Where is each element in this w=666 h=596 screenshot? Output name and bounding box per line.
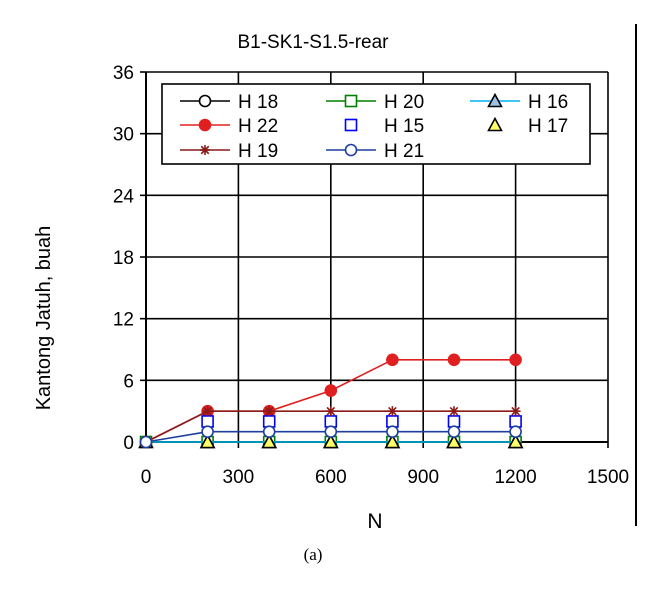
series-h15-point [262, 415, 276, 428]
x-tick-label: 900 [407, 467, 439, 488]
tick-labels: 0 6 12 18 24 30 36 0 300 600 900 1200 1500 [113, 63, 629, 488]
legend-swatch-marker [198, 118, 212, 132]
legend-swatch-marker [344, 118, 358, 132]
legend-swatch-marker [198, 94, 212, 108]
legend-item-h15: H 15 [344, 116, 424, 137]
star-stroke [200, 145, 210, 155]
series-h21-point [447, 425, 461, 439]
series-h21-point [262, 425, 276, 439]
series-h19-point [325, 406, 336, 417]
legend-item-h22: H 22 [180, 116, 278, 137]
y-tick-label: 18 [113, 248, 134, 269]
legend: H 18 H 20 H 16 H 22 H 15 H 17 H 19 H 21 [161, 83, 591, 165]
series-h17-point [384, 433, 401, 449]
series-h17-point [199, 433, 216, 449]
y-tick-label: 6 [123, 371, 134, 392]
y-tick-label: 0 [123, 433, 134, 454]
series-layer [138, 353, 524, 449]
x-tick-label: 1500 [587, 467, 629, 488]
series-h21 [139, 425, 522, 449]
x-tick-label: 600 [315, 467, 347, 488]
legend-swatch-marker [344, 94, 358, 108]
series-h15-point [201, 415, 214, 428]
series-h17-point [261, 433, 278, 449]
star-stroke [326, 406, 336, 416]
series-h21-point [201, 425, 214, 439]
x-tick-label: 1200 [494, 467, 536, 488]
series-h19-point [387, 406, 398, 417]
y-tick-label: 12 [113, 310, 134, 331]
series-h21-point [509, 425, 522, 439]
legend-label: H 18 [238, 92, 278, 113]
legend-swatch-marker [344, 143, 358, 157]
legend-label: H 21 [384, 141, 424, 162]
y-tick-label: 24 [113, 186, 135, 207]
star-stroke [449, 406, 459, 416]
series-h15-point [509, 415, 522, 428]
series-h17-point [322, 433, 339, 449]
series-h15-point [386, 415, 399, 428]
star-stroke [203, 406, 212, 416]
series-h19-point [202, 406, 213, 417]
legend-swatch-marker [487, 92, 503, 108]
chart-title: B1-SK1-S1.5-rear [237, 32, 389, 53]
series-h15-point [447, 415, 461, 428]
series-h15-point [324, 415, 338, 428]
legend-item-h19: H 19 [180, 141, 278, 162]
series-h21-point [386, 425, 399, 439]
star-stroke [264, 406, 274, 416]
series-h17 [199, 433, 524, 449]
series-h19-point [449, 406, 459, 417]
y-axis-label: Kantong Jatuh, buah [33, 226, 55, 411]
series-h17-point [446, 433, 462, 449]
legend-item-h17: H 17 [487, 116, 568, 137]
series-h19-point [510, 406, 521, 417]
series-h22-point [509, 353, 522, 367]
series-h15 [201, 415, 522, 428]
x-tick-label: 300 [223, 467, 255, 488]
legend-item-h18: H 18 [180, 92, 278, 113]
series-h22-point [386, 353, 399, 367]
series-h19-point [264, 406, 275, 417]
x-axis-label: N [367, 510, 382, 533]
series-h22-point [324, 384, 338, 397]
legend-label: H 20 [384, 92, 424, 113]
legend-item-h21: H 21 [326, 141, 424, 162]
figure-caption: (a) [304, 545, 323, 564]
x-tick-label: 0 [141, 467, 152, 488]
legend-label: H 19 [238, 141, 278, 162]
series-h22-point [447, 353, 461, 367]
series-h17-point [507, 433, 524, 449]
legend-label: H 16 [528, 92, 568, 113]
legend-label: H 22 [238, 116, 278, 137]
legend-label: H 15 [384, 116, 424, 137]
y-tick-label: 36 [113, 63, 134, 84]
legend-box [161, 83, 591, 165]
legend-item-h16: H 16 [470, 92, 568, 113]
series-h21-point [324, 425, 338, 439]
y-tick-label: 30 [113, 125, 134, 146]
star-stroke [511, 406, 520, 416]
legend-item-h20: H 20 [326, 92, 424, 113]
legend-label: H 17 [528, 116, 568, 137]
legend-swatch-marker [487, 116, 503, 132]
legend-swatch-marker [200, 145, 210, 155]
star-stroke [388, 406, 397, 416]
series-h21-point [139, 435, 153, 449]
